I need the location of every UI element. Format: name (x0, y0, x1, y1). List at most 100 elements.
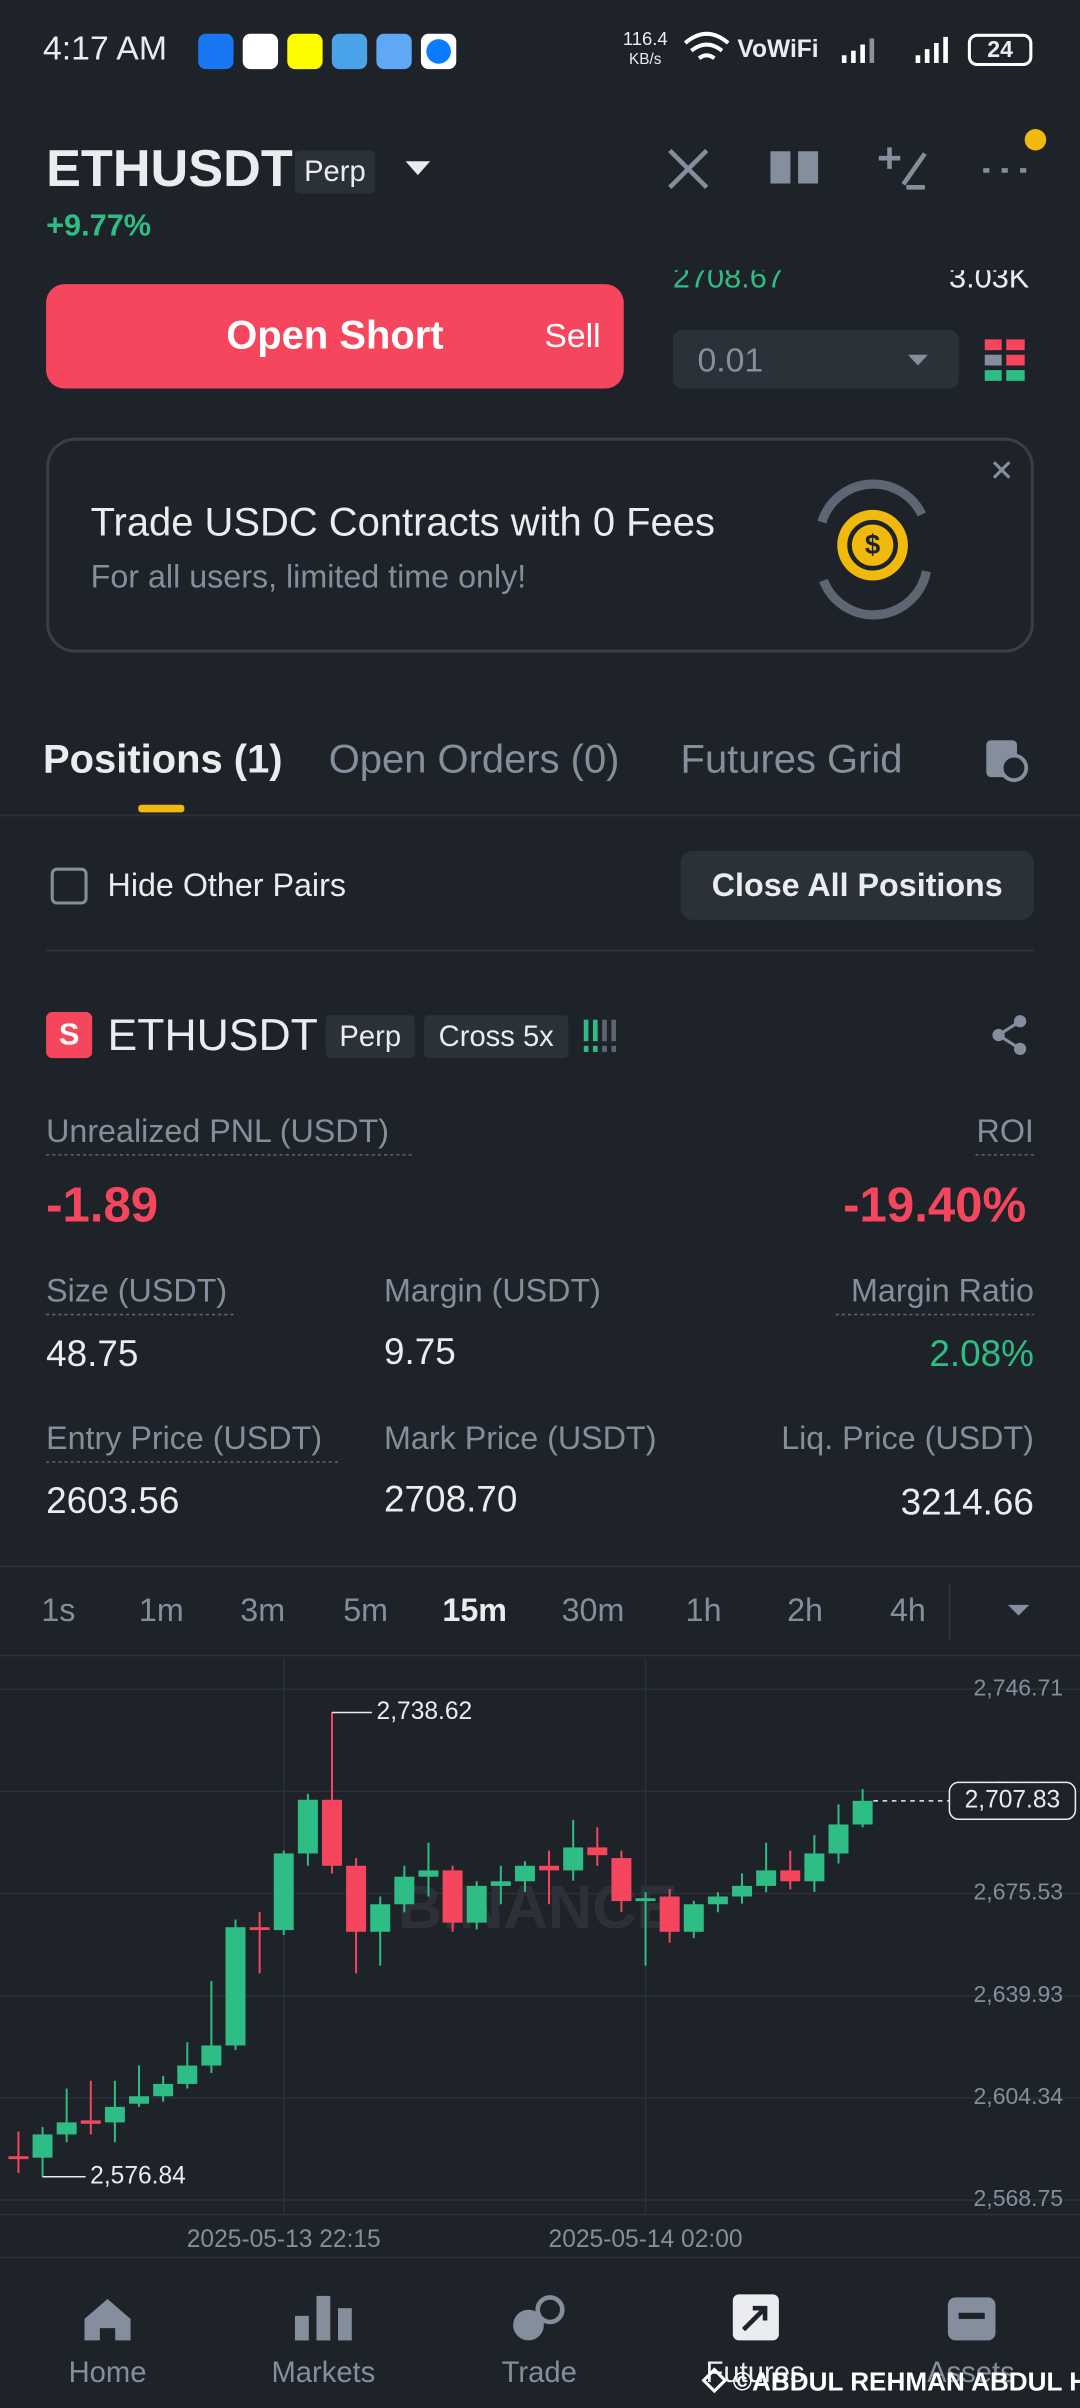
nav-labels: Home Markets Trade Futures Assets (69, 2357, 1015, 2389)
candle-body (177, 2065, 198, 2084)
field-label[interactable]: Entry Price (USDT) (46, 1420, 322, 1456)
candle-body (635, 1898, 656, 1902)
candle-body (756, 1870, 777, 1886)
interval-bar: 1s 1m 3m 5m 15m 30m 1h 2h 4h (41, 1592, 926, 1628)
promo-close[interactable] (992, 461, 1011, 479)
nav-icons (84, 2294, 996, 2341)
candle-body (370, 1904, 391, 1932)
interval[interactable]: 1s (41, 1592, 75, 1628)
high-label: 2,738.62 (377, 1698, 473, 1725)
candlestick-chart: BINANCE2,746.712,711.122,675.532,639.932… (0, 1658, 1080, 2253)
position-symbol[interactable]: ETHUSDT (108, 1011, 318, 1060)
field-label[interactable]: ROI (977, 1113, 1034, 1149)
last-price-box (948, 1781, 1077, 1821)
interval[interactable]: 5m (343, 1592, 388, 1628)
promo-title: Trade USDC Contracts with 0 Fees (91, 501, 715, 545)
contract: Perp (304, 156, 366, 188)
quantity-select[interactable] (672, 330, 959, 389)
promo-coin: $ (817, 479, 931, 620)
partial-amount: 3.03K (949, 260, 1030, 295)
tab[interactable]: Open Orders (0) (329, 737, 620, 781)
hide-pairs[interactable]: Hide Other Pairs (108, 867, 346, 903)
button-side: Sell (544, 317, 600, 355)
interval[interactable]: 4h (890, 1592, 926, 1628)
field-value: 2.08% (929, 1333, 1034, 1374)
open-short-button[interactable] (46, 284, 624, 389)
field-label[interactable]: Size (USDT) (46, 1273, 227, 1309)
candle-body (539, 1865, 560, 1871)
candle-body (273, 1853, 294, 1931)
interval[interactable]: 3m (240, 1592, 285, 1628)
checkbox[interactable] (50, 867, 88, 905)
nav-label[interactable]: Markets (272, 2357, 376, 2389)
candle-body (225, 1927, 246, 2046)
partial-price: 2708.67 (673, 260, 784, 295)
candle-body (659, 1896, 680, 1932)
promo-subtitle: For all users, limited time only! (91, 558, 527, 594)
orderbook-partial: 2708.67 3.03K (673, 260, 1030, 295)
candle-body (587, 1847, 608, 1856)
candle-body (514, 1865, 535, 1882)
y-tick-label: 2,675.53 (973, 1879, 1063, 1905)
quantity: 0.01 (697, 341, 763, 379)
symbol[interactable]: ETHUSDT (46, 140, 293, 198)
tab-indicator (138, 804, 185, 813)
candle-body (683, 1904, 704, 1932)
chart-watermark: BINANCE (398, 1873, 678, 1942)
interval[interactable]: 30m (562, 1592, 625, 1628)
share-icon[interactable] (992, 1015, 1027, 1056)
interval[interactable]: 1h (686, 1592, 722, 1628)
roi-value: -19.40% (843, 1179, 1026, 1233)
field-value: 9.75 (384, 1331, 456, 1372)
candle-body (346, 1865, 367, 1932)
tab[interactable]: Positions (1) (43, 737, 283, 781)
position-contract: Perp (339, 1021, 401, 1053)
field-value: 48.75 (46, 1333, 138, 1374)
candle-body (297, 1799, 318, 1854)
close-all-button[interactable] (680, 850, 1034, 920)
interval-more[interactable] (1007, 1604, 1030, 1616)
history-icon[interactable] (986, 740, 1029, 783)
y-tick-label: 2,568.75 (973, 2185, 1063, 2211)
candle-body (80, 2120, 101, 2124)
x-tick-label: 2025-05-13 22:15 (187, 2226, 381, 2253)
notification-icons (198, 33, 457, 70)
y-tick-label: 2,639.93 (973, 1981, 1063, 2007)
candle-body (852, 1800, 873, 1825)
battery-level: 24 (987, 36, 1013, 62)
field-label[interactable]: Margin Ratio (851, 1273, 1034, 1309)
field-label: Mark Price (USDT) (384, 1420, 656, 1456)
promo-card[interactable] (46, 437, 1034, 653)
candle-body (201, 2045, 222, 2066)
close-all-label: Close All Positions (712, 867, 1003, 903)
field-label[interactable]: Unrealized PNL (USDT) (46, 1113, 389, 1149)
price-change: +9.77% (46, 207, 151, 242)
candle-body (611, 1858, 632, 1902)
last-price: 2,707.83 (965, 1786, 1061, 1813)
clock: 4:17 AM (43, 30, 167, 68)
interval[interactable]: 1m (139, 1592, 184, 1628)
candle-body (394, 1876, 415, 1905)
candle-body (563, 1847, 584, 1871)
nav-label[interactable]: Home (69, 2357, 147, 2389)
candle-body (732, 1885, 753, 1897)
orderbook-toggle[interactable] (984, 339, 1025, 381)
nav-label[interactable]: Trade (502, 2357, 577, 2389)
battery (967, 33, 1033, 67)
symbol-dropdown[interactable] (405, 161, 431, 176)
y-tick-label: 2,604.34 (973, 2083, 1063, 2109)
interval[interactable]: 15m (442, 1592, 507, 1628)
low-label: 2,576.84 (90, 2162, 186, 2189)
header-icons[interactable] (668, 147, 1027, 190)
tab[interactable]: Futures Grid (681, 737, 903, 781)
field-value: 2708.70 (384, 1479, 517, 1520)
side-badge (46, 1012, 93, 1059)
interval[interactable]: 2h (787, 1592, 823, 1628)
nav-label[interactable]: Assets (927, 2357, 1015, 2389)
candle-body (828, 1824, 849, 1854)
wifi-icon (683, 31, 730, 60)
margin-mode-pill[interactable] (424, 1015, 569, 1059)
margin-mode: Cross 5x (439, 1021, 555, 1053)
